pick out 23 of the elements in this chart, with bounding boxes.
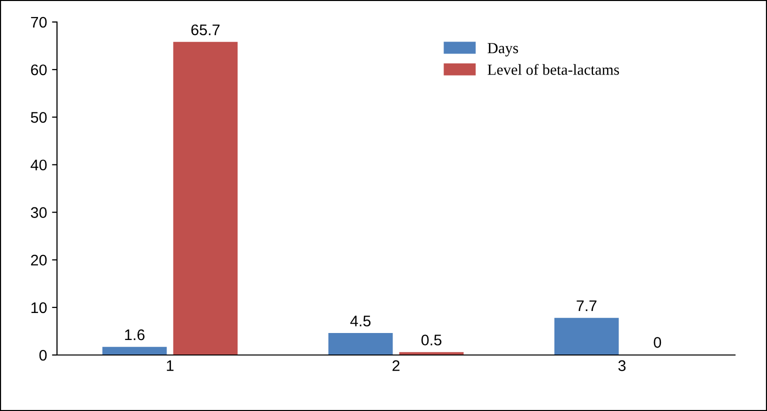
y-tick-label: 10 — [31, 302, 47, 314]
y-tick-label: 40 — [30, 160, 47, 170]
legend-label: Days — [488, 43, 518, 56]
y-tick-label: 50 — [30, 112, 47, 123]
y-tick-label: 30 — [30, 207, 47, 218]
legend-label: Level of beta-lactams — [488, 64, 619, 75]
data-label: 4.5 — [350, 316, 371, 326]
data-label: 7.7 — [576, 300, 596, 312]
y-tick-label: 0 — [39, 350, 47, 361]
x-tick-label: 3 — [618, 360, 626, 372]
y-tick-label: 20 — [31, 254, 47, 266]
bar — [102, 346, 167, 355]
data-label: 65.7 — [191, 24, 220, 36]
bar — [554, 318, 619, 355]
bar — [328, 333, 393, 355]
data-label: 1.6 — [125, 329, 145, 340]
bar — [173, 42, 238, 355]
data-label: 0 — [654, 336, 662, 348]
data-label: 0.5 — [421, 334, 442, 346]
y-tick-label: 70 — [31, 16, 47, 28]
x-tick-label: 1 — [166, 360, 174, 371]
x-tick-label: 2 — [392, 360, 400, 371]
y-tick-label: 60 — [31, 64, 47, 76]
